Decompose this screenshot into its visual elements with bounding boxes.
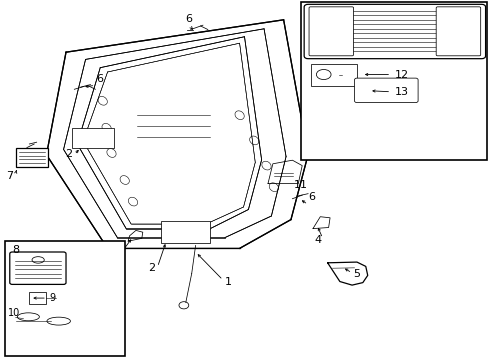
FancyBboxPatch shape	[308, 7, 353, 56]
Text: 8: 8	[12, 245, 20, 255]
Text: 13: 13	[394, 87, 408, 97]
FancyBboxPatch shape	[310, 64, 356, 86]
Text: 6: 6	[307, 192, 314, 202]
Text: 9: 9	[49, 293, 55, 303]
Text: 6: 6	[96, 73, 103, 84]
FancyBboxPatch shape	[354, 78, 417, 103]
Text: 1: 1	[224, 276, 231, 287]
Text: 12: 12	[394, 69, 408, 80]
FancyBboxPatch shape	[435, 7, 480, 56]
FancyBboxPatch shape	[16, 148, 48, 167]
Text: 3: 3	[113, 248, 120, 258]
Text: 7: 7	[6, 171, 14, 181]
Text: 6: 6	[184, 14, 191, 24]
FancyBboxPatch shape	[29, 292, 46, 304]
FancyBboxPatch shape	[72, 128, 114, 148]
Text: 2: 2	[148, 263, 155, 273]
FancyBboxPatch shape	[161, 221, 210, 243]
FancyBboxPatch shape	[304, 4, 485, 59]
Text: 5: 5	[352, 269, 359, 279]
Text: 11: 11	[293, 180, 307, 190]
Text: 4: 4	[314, 235, 321, 246]
Text: 2: 2	[65, 149, 72, 159]
FancyBboxPatch shape	[5, 241, 124, 356]
FancyBboxPatch shape	[10, 252, 66, 284]
FancyBboxPatch shape	[300, 2, 486, 160]
Text: 10: 10	[8, 308, 20, 318]
